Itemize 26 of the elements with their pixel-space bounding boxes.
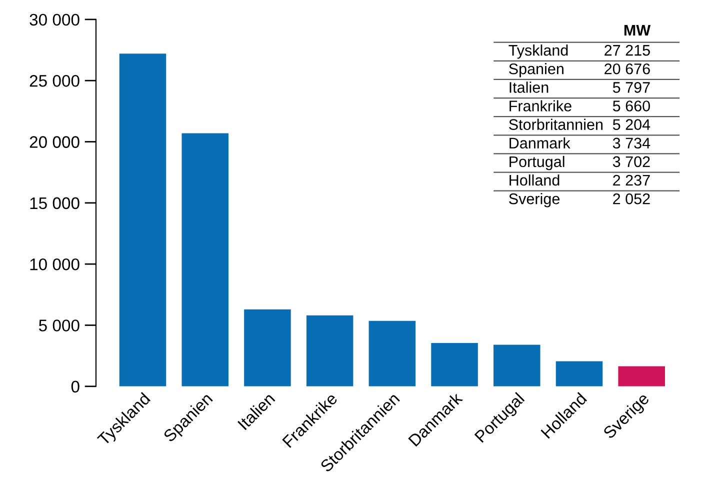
text: Frankrike 5 660: [510, 100, 650, 112]
text: Danmark 3 734: [510, 137, 650, 149]
y-tick-label: 30 000: [30, 14, 80, 26]
y-tick-label: 15 000: [30, 197, 80, 210]
y-tick-label: 25 000: [30, 74, 80, 87]
text: Spanien 20 676: [509, 63, 650, 78]
bar: [182, 133, 228, 386]
bar: [556, 361, 603, 386]
bar: [306, 315, 354, 386]
text: Portugal 3 702: [510, 156, 650, 170]
bar: [494, 344, 540, 386]
y-tick-label: 10 000: [30, 258, 80, 270]
bar: [244, 309, 291, 386]
text: Sverige 2 052: [509, 193, 650, 208]
bar: [431, 342, 478, 386]
annotation: Storbritannien 5 204: [509, 118, 650, 130]
bar: [618, 366, 665, 386]
y-tick-label: 20 000: [30, 136, 80, 148]
bar: [119, 54, 166, 386]
bar: [368, 320, 416, 386]
text: Tyskland 27 215: [508, 44, 650, 59]
annotation: MW: [624, 25, 651, 36]
text: Holland 2 237: [510, 174, 650, 186]
y-tick-label: 0: [71, 380, 80, 393]
y-tick-label: 5 000: [38, 320, 80, 332]
text: Italien 5 797: [510, 82, 650, 93]
